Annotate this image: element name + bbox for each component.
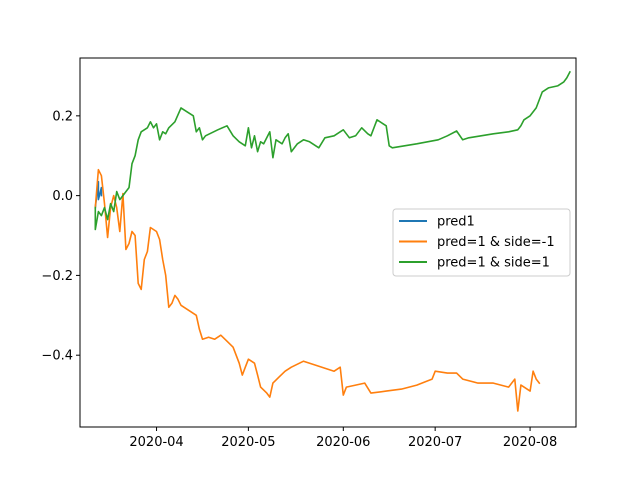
series-layer (94, 70, 571, 412)
y-tick-label: 0.0 (52, 189, 73, 204)
x-axis: 2020-04 2020-05 2020-06 2020-07 2020-08 (129, 427, 557, 450)
x-tick-label: 2020-07 (408, 435, 462, 450)
legend-label: pred=1 & side=-1 (437, 235, 555, 250)
y-tick-label: 0.2 (52, 109, 73, 124)
x-tick-label: 2020-08 (503, 435, 557, 450)
legend-label: pred1 (437, 215, 475, 230)
series-line-2 (94, 70, 571, 231)
x-tick-label: 2020-06 (316, 435, 370, 450)
x-tick-label: 2020-04 (129, 435, 183, 450)
legend: pred1 pred=1 & side=-1 pred=1 & side=1 (392, 208, 571, 277)
axes-frame (79, 57, 577, 428)
x-tick-label: 2020-05 (221, 435, 275, 450)
y-tick-label: −0.2 (41, 269, 73, 284)
legend-box (392, 208, 571, 277)
y-tick-label: −0.4 (41, 349, 73, 364)
series-line-1 (94, 168, 541, 412)
y-axis: 0.2 0.0 −0.2 −0.4 (41, 109, 80, 364)
legend-label: pred=1 & side=1 (437, 256, 550, 271)
